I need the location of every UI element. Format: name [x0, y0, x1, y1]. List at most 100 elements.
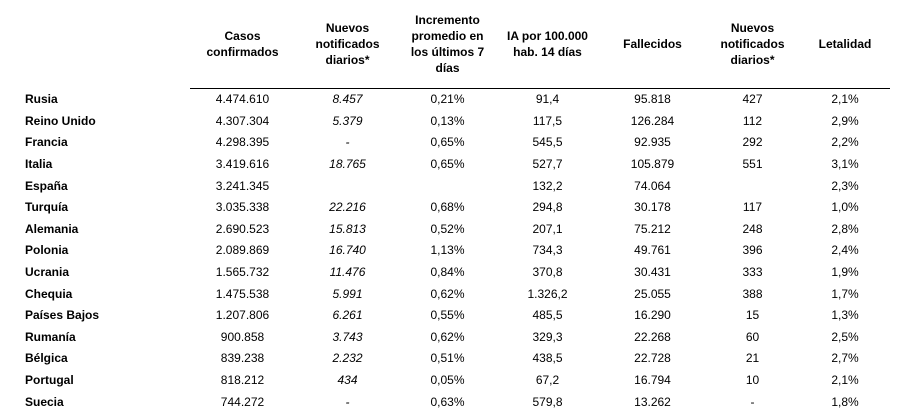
table-cell: 92.935 — [634, 135, 671, 150]
table-cell: 579,8 — [532, 394, 563, 409]
table-cell: 734,3 — [532, 243, 563, 258]
table-cell: - — [750, 394, 755, 409]
table-cell: 25.055 — [634, 286, 671, 301]
country-name: Chequia — [25, 286, 73, 301]
table-cell: 3.035.338 — [215, 200, 270, 215]
table-cell: 0,62% — [430, 329, 465, 344]
table-cell: 95.818 — [634, 92, 671, 107]
column-header: Letalidad — [800, 0, 890, 89]
table-cell: 22.216 — [329, 200, 366, 215]
table-cell: 3,1% — [831, 157, 859, 172]
table-row: Chequia 1.475.538 5.991 0,62% 1.326,2 25.055 3… — [25, 283, 890, 305]
table-cell: 1,7% — [831, 286, 859, 301]
country-name: Alemania — [25, 221, 79, 236]
table-cell: 67,2 — [535, 373, 560, 388]
table-cell: 1.207.806 — [215, 308, 270, 323]
table-cell: 0,63% — [430, 394, 465, 409]
table-cell: 0,65% — [430, 157, 465, 172]
table-cell: 60 — [745, 329, 760, 344]
table-row: Ucrania 1.565.732 11.476 0,84% 370,8 30.431 33… — [25, 261, 890, 283]
table-cell: 30.431 — [634, 265, 671, 280]
table-cell: 15 — [745, 308, 760, 323]
table-cell: 0,13% — [430, 113, 465, 128]
table-cell: 4.474.610 — [215, 92, 270, 107]
table-cell: 2.232 — [332, 351, 363, 366]
table-cell: 16.290 — [634, 308, 671, 323]
table-cell: 21 — [745, 351, 760, 366]
table-cell: 2,3% — [831, 178, 859, 193]
table-cell: 485,5 — [532, 308, 563, 323]
table-cell: 1,8% — [831, 394, 859, 409]
table-cell: 10 — [745, 373, 760, 388]
table-cell: 3.743 — [332, 329, 363, 344]
table-cell: 333 — [742, 265, 763, 280]
table-cell: 117 — [742, 200, 763, 215]
table-cell: 427 — [742, 92, 763, 107]
table-cell: 16.740 — [329, 243, 366, 258]
table-cell: 0,21% — [430, 92, 465, 107]
table-cell: 1,3% — [831, 308, 859, 323]
table-cell: 2,2% — [831, 135, 859, 150]
table-cell: - — [345, 135, 350, 150]
table-cell: 2,9% — [831, 113, 859, 128]
table-cell: 370,8 — [532, 265, 563, 280]
table-body: Rusia 4.474.610 8.457 0,21% 91,4 95.818 427 2,1… — [25, 88, 890, 412]
table-cell: 551 — [742, 157, 763, 172]
table-cell: 11.476 — [329, 265, 366, 280]
table-cell: 2.690.523 — [215, 221, 270, 236]
table-cell: 49.761 — [634, 243, 671, 258]
table-row: Portugal 818.212 434 0,05% 67,2 16.794 10 2,1% — [25, 369, 890, 391]
country-name: Polonia — [25, 243, 69, 258]
country-name: Francia — [25, 135, 68, 150]
table-cell: 126.284 — [630, 113, 675, 128]
empty-cell — [400, 175, 495, 197]
table-cell: 74.064 — [634, 178, 671, 193]
table-cell: 13.262 — [634, 394, 671, 409]
table-cell: 2,8% — [831, 221, 859, 236]
country-name: Bélgica — [25, 351, 68, 366]
table-cell: 105.879 — [630, 157, 675, 172]
table-cell: 1,0% — [831, 200, 859, 215]
table-cell: 2,7% — [831, 351, 859, 366]
table-cell: 839.238 — [220, 351, 265, 366]
table-cell: 2,5% — [831, 329, 859, 344]
country-name: Rumanía — [25, 329, 76, 344]
table-cell: 0,55% — [430, 308, 465, 323]
table-cell: 0,52% — [430, 221, 465, 236]
table-row: Alemania 2.690.523 15.813 0,52% 207,1 75.212 2… — [25, 218, 890, 240]
country-name: Países Bajos — [25, 308, 100, 323]
table-row: Polonia 2.089.869 16.740 1,13% 734,3 49.761 39… — [25, 240, 890, 262]
table-cell: 2,1% — [831, 373, 859, 388]
table-cell: 2.089.869 — [215, 243, 270, 258]
table-cell: 0,62% — [430, 286, 465, 301]
table-cell: 75.212 — [634, 221, 671, 236]
table-cell: 527,7 — [532, 157, 563, 172]
table-cell: 1.475.538 — [215, 286, 270, 301]
table-cell: 0,68% — [430, 200, 465, 215]
table-cell: 1.565.732 — [215, 265, 270, 280]
table-cell: 4.307.304 — [215, 113, 270, 128]
table-cell: 3.419.616 — [215, 157, 270, 172]
country-name: Italia — [25, 157, 53, 172]
table-cell: 396 — [742, 243, 763, 258]
table-row: Rusia 4.474.610 8.457 0,21% 91,4 95.818 427 2,1… — [25, 88, 890, 110]
table-cell: 0,05% — [430, 373, 465, 388]
table-cell: 0,65% — [430, 135, 465, 150]
country-name: Rusia — [25, 92, 58, 107]
table-cell: 1.326,2 — [527, 286, 568, 301]
table-cell: 744.272 — [220, 394, 265, 409]
table-cell: 15.813 — [329, 221, 366, 236]
column-header: Nuevos notificados diarios* — [705, 0, 800, 89]
empty-cell — [295, 175, 400, 197]
table-cell: 3.241.345 — [215, 178, 270, 193]
table-cell: 112 — [742, 113, 763, 128]
table-cell: 900.858 — [220, 329, 265, 344]
table-cell: 1,13% — [430, 243, 465, 258]
country-name: Ucrania — [25, 265, 70, 280]
table-row: Suecia 744.272 - 0,63% 579,8 13.262 - 1,8% — [25, 391, 890, 413]
table-cell: 248 — [742, 221, 763, 236]
table-row: Países Bajos 1.207.806 6.261 0,55% 485,5 16.2… — [25, 304, 890, 326]
column-header: Incremento promedio en los últimos 7 día… — [400, 0, 495, 89]
table-cell: 117,5 — [532, 113, 563, 128]
